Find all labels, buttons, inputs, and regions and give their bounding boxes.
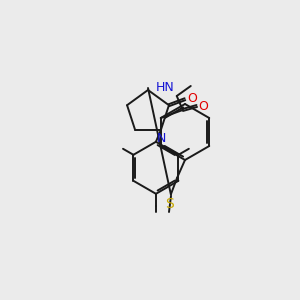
Text: O: O xyxy=(198,100,208,112)
Text: N: N xyxy=(157,132,167,145)
Text: S: S xyxy=(166,197,174,211)
Text: HN: HN xyxy=(156,81,175,94)
Text: O: O xyxy=(187,92,197,105)
